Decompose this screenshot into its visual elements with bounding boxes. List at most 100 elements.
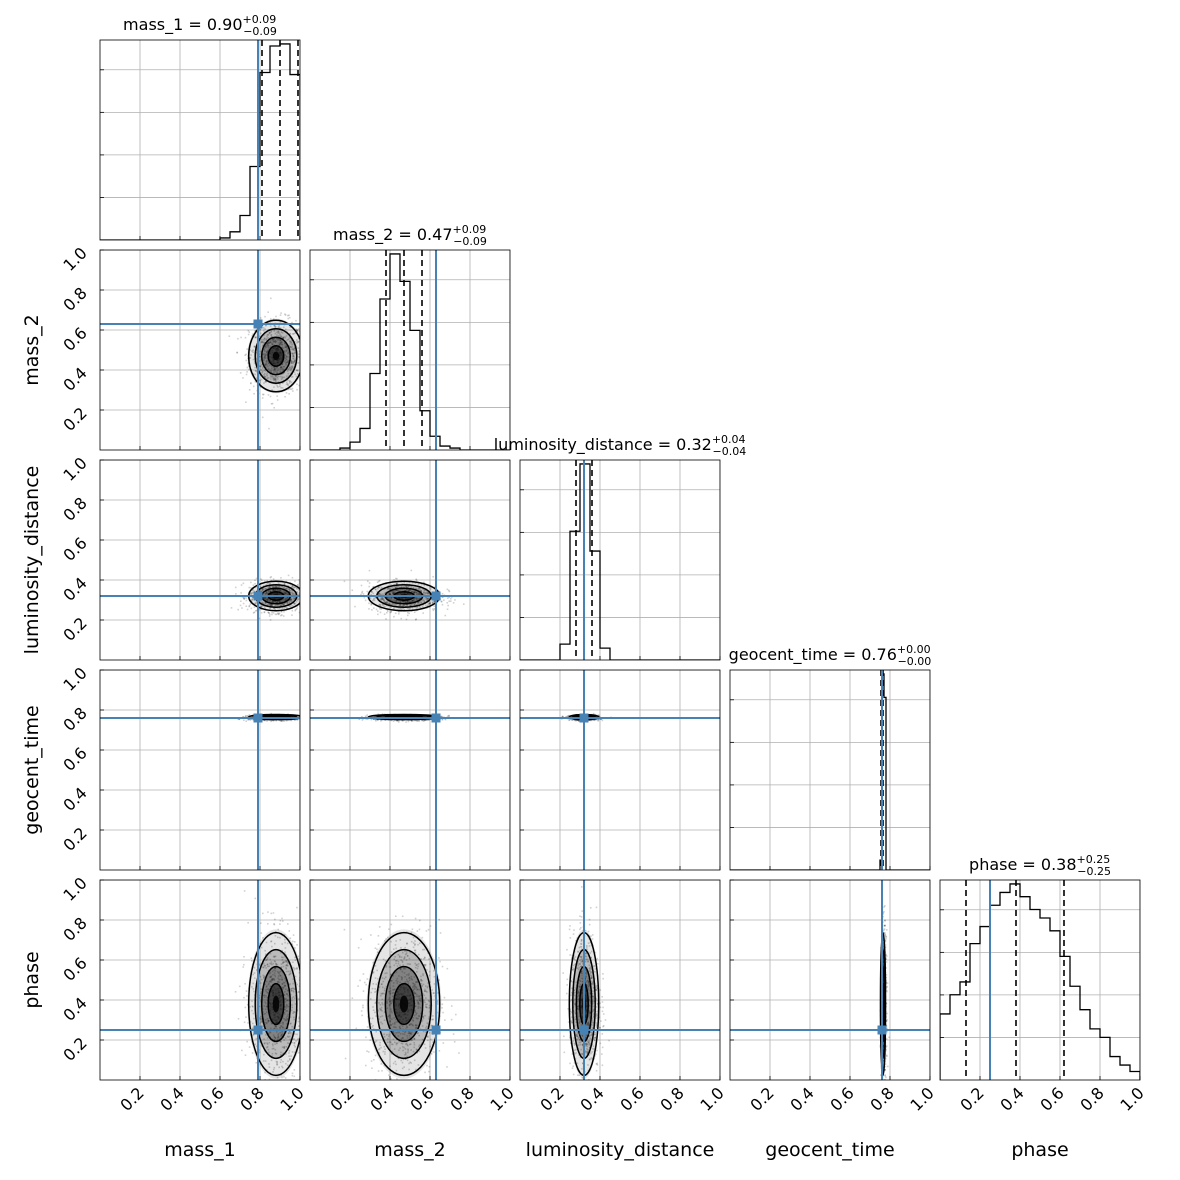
sample-point xyxy=(290,588,293,591)
sample-point xyxy=(454,599,456,601)
sample-point xyxy=(261,589,264,592)
sample-point xyxy=(446,601,449,604)
sample-point xyxy=(291,586,293,588)
sample-point xyxy=(385,591,387,594)
sample-point xyxy=(374,588,377,591)
sample-point xyxy=(388,602,390,605)
sample-point xyxy=(377,718,379,721)
contour-3 xyxy=(247,319,300,393)
sample-point xyxy=(267,394,270,396)
sample-point xyxy=(270,719,273,722)
sample-point xyxy=(361,590,364,593)
sample-point xyxy=(414,618,417,621)
sample-point xyxy=(242,596,244,599)
sample-point xyxy=(301,594,303,596)
sample-point xyxy=(282,615,285,617)
sample-point xyxy=(260,338,263,341)
sample-point xyxy=(423,601,426,603)
sample-point xyxy=(287,388,290,391)
sample-point xyxy=(273,406,276,409)
sample-point xyxy=(444,718,447,721)
sample-point xyxy=(296,329,298,332)
sample-point xyxy=(415,618,417,620)
sample-point xyxy=(306,590,308,592)
sample-point xyxy=(269,341,272,343)
sample-point xyxy=(286,601,288,604)
sample-point xyxy=(272,338,275,341)
sample-point xyxy=(287,368,289,370)
sample-point xyxy=(286,594,289,596)
sample-point xyxy=(306,600,308,602)
sample-point xyxy=(591,715,594,718)
sample-point xyxy=(396,599,399,601)
sample-point xyxy=(415,719,417,722)
sample-point xyxy=(264,354,267,357)
sample-point xyxy=(287,352,290,354)
sample-point xyxy=(280,610,283,613)
sample-point xyxy=(398,601,401,604)
sample-point xyxy=(368,569,371,572)
panel-frame xyxy=(99,39,301,241)
sample-point xyxy=(409,589,412,591)
sample-point xyxy=(388,596,390,599)
sample-point xyxy=(266,720,268,722)
sample-point xyxy=(270,339,272,342)
sample-point xyxy=(389,593,392,595)
sample-point xyxy=(278,325,280,327)
sample-point xyxy=(396,589,398,591)
sample-point xyxy=(283,365,286,368)
sample-point xyxy=(268,342,270,345)
sample-point xyxy=(295,339,298,341)
sample-point xyxy=(288,591,291,593)
sample-point xyxy=(254,603,256,606)
sample-point xyxy=(276,334,278,336)
histogram-mass_2 xyxy=(310,253,510,450)
sample-point xyxy=(268,370,271,373)
sample-point xyxy=(426,597,429,600)
sample-point xyxy=(416,719,419,722)
sample-point xyxy=(287,719,289,721)
sample-point xyxy=(409,607,411,610)
sample-point xyxy=(280,378,283,380)
sample-point xyxy=(431,602,434,604)
sample-point xyxy=(413,591,416,594)
sample-point xyxy=(366,714,368,716)
sample-point xyxy=(263,580,266,583)
sample-point xyxy=(275,585,278,588)
sample-point xyxy=(264,715,267,718)
sample-point xyxy=(314,604,316,606)
sample-point xyxy=(410,604,412,606)
sample-point xyxy=(290,719,293,722)
sample-point xyxy=(384,601,386,603)
sample-point xyxy=(298,592,300,595)
sample-point xyxy=(423,600,425,603)
sample-point xyxy=(261,587,264,590)
sample-point xyxy=(285,716,288,718)
sample-point xyxy=(254,373,257,376)
sample-point xyxy=(290,598,292,600)
sample-point xyxy=(368,608,370,610)
sample-point xyxy=(263,331,266,333)
sample-point xyxy=(269,599,271,602)
sample-point xyxy=(307,718,309,720)
sample-point xyxy=(284,596,286,598)
sample-point xyxy=(389,611,392,614)
sample-point xyxy=(292,348,295,350)
sample-point xyxy=(286,602,289,604)
sample-point xyxy=(419,606,422,609)
sample-point xyxy=(429,588,432,591)
sample-point xyxy=(263,346,266,348)
sample-point xyxy=(429,586,431,589)
sample-point xyxy=(287,350,290,353)
sample-point xyxy=(301,717,303,719)
sample-point xyxy=(361,716,363,718)
sample-point xyxy=(254,329,257,332)
sample-point xyxy=(391,716,394,718)
injection-marker xyxy=(253,591,263,601)
sample-point xyxy=(404,600,406,602)
sample-point xyxy=(243,719,245,722)
sample-point xyxy=(284,351,286,354)
sample-point xyxy=(380,719,383,721)
sample-point xyxy=(379,611,382,614)
sample-point xyxy=(288,364,291,366)
